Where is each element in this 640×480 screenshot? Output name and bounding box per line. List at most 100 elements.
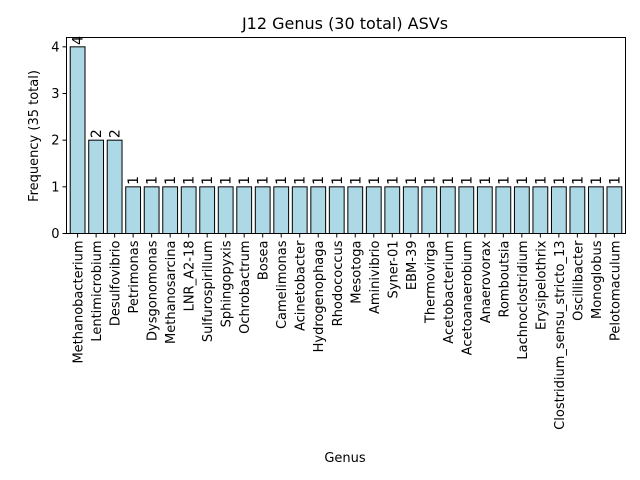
bar bbox=[421, 186, 438, 234]
x-tick-label: LNR_A2-18 bbox=[183, 241, 198, 312]
bar bbox=[217, 186, 234, 234]
bar-value-label: 1 bbox=[145, 176, 161, 185]
bar-value-label: 1 bbox=[126, 176, 142, 185]
bar-value-label: 1 bbox=[330, 176, 346, 185]
x-tick-label: Petrimonas bbox=[127, 240, 142, 313]
x-tick-label: Methanobacterium bbox=[72, 241, 87, 364]
x-tick-label: Hydrogenophaga bbox=[312, 241, 327, 353]
bar-value-label: 1 bbox=[607, 176, 623, 185]
bar bbox=[254, 186, 271, 234]
y-tick-label: 1 bbox=[51, 180, 59, 195]
x-axis-ticks: Methanobacterium Lentimicrobium Desulfovib… bbox=[72, 233, 623, 430]
y-axis-ticks: 0 1 2 3 4 bbox=[51, 40, 67, 242]
bar bbox=[402, 186, 419, 234]
bar bbox=[476, 186, 493, 234]
x-tick-label: Erysipelothrix bbox=[534, 240, 549, 330]
bar-value-label: 1 bbox=[496, 176, 512, 185]
bar-value-label: 1 bbox=[367, 176, 383, 185]
bars-group bbox=[69, 46, 623, 234]
x-tick-label: Lachnoclostridium bbox=[516, 241, 531, 360]
x-tick-label: Sulfurospirillum bbox=[201, 241, 216, 343]
bar-value-label: 1 bbox=[237, 176, 253, 185]
bar bbox=[162, 186, 179, 234]
bar-value-label: 1 bbox=[274, 176, 290, 185]
bar-value-label: 1 bbox=[163, 176, 179, 185]
x-tick-label: Bosea bbox=[257, 241, 272, 281]
bar-value-label: 1 bbox=[404, 176, 420, 185]
bar bbox=[587, 186, 604, 234]
bar bbox=[106, 139, 123, 234]
plot-frame bbox=[66, 37, 626, 234]
bar-labels-group: 42 21 1 1 1 1 1 1 1 1 1 1 1 1 1 1 1 1 1 1 1 1 1 1 1 1 1 1 bbox=[71, 36, 624, 185]
x-tick-label: Romboutsia bbox=[497, 241, 512, 318]
bar bbox=[550, 186, 567, 234]
bar-value-label: 4 bbox=[71, 36, 87, 45]
bar bbox=[291, 186, 308, 234]
bar bbox=[125, 186, 142, 234]
bar bbox=[384, 186, 401, 234]
x-tick-label: EBM-39 bbox=[405, 241, 420, 291]
bar-value-label: 2 bbox=[89, 129, 105, 138]
x-tick-label: Anaerovorax bbox=[479, 240, 494, 323]
x-tick-label: Lentimicrobium bbox=[90, 241, 105, 342]
x-tick-label: Ochrobactrum bbox=[238, 241, 253, 334]
bar bbox=[310, 186, 327, 234]
x-tick-label: Monoglobus bbox=[590, 240, 605, 319]
bar-value-label: 2 bbox=[108, 129, 124, 138]
bar bbox=[199, 186, 216, 234]
bar bbox=[495, 186, 512, 234]
bar-value-label: 1 bbox=[441, 176, 457, 185]
bar bbox=[88, 139, 105, 234]
bar bbox=[347, 186, 364, 234]
bar bbox=[143, 186, 160, 234]
bar bbox=[458, 186, 475, 234]
y-tick-label: 0 bbox=[51, 227, 59, 242]
bar bbox=[439, 186, 456, 234]
x-tick-label: Oscillibacter bbox=[571, 240, 586, 321]
bar bbox=[365, 186, 382, 234]
bar-value-label: 1 bbox=[533, 176, 549, 185]
bar-value-label: 1 bbox=[552, 176, 568, 185]
bar bbox=[328, 186, 345, 234]
y-tick-label: 3 bbox=[51, 87, 59, 102]
bar-value-label: 1 bbox=[293, 176, 309, 185]
x-tick-label: Acinetobacter bbox=[294, 240, 309, 331]
x-tick-label: Thermovirga bbox=[423, 241, 438, 325]
y-tick-label: 2 bbox=[51, 134, 59, 149]
bar-value-label: 1 bbox=[515, 176, 531, 185]
x-tick-label: Acetobacterium bbox=[442, 241, 457, 344]
bar bbox=[236, 186, 253, 234]
x-tick-label: Methanosarcina bbox=[164, 241, 179, 344]
bar bbox=[532, 186, 549, 234]
x-tick-label: Aminivibrio bbox=[368, 240, 383, 314]
bar bbox=[606, 186, 623, 234]
bar-value-label: 1 bbox=[219, 176, 235, 185]
chart-title: J12 Genus (30 total) ASVs bbox=[241, 14, 448, 33]
bar-value-label: 1 bbox=[311, 176, 327, 185]
x-tick-label: Syner-01 bbox=[386, 241, 401, 299]
bar bbox=[180, 186, 197, 234]
bar-value-label: 1 bbox=[385, 176, 401, 185]
bar-value-label: 1 bbox=[570, 176, 586, 185]
x-tick-label: Camelimonas bbox=[275, 240, 290, 329]
bar-value-label: 1 bbox=[478, 176, 494, 185]
x-tick-label: Pelotomaculum bbox=[608, 241, 623, 342]
bar-value-label: 1 bbox=[200, 176, 216, 185]
bar-value-label: 1 bbox=[256, 176, 272, 185]
bar-value-label: 1 bbox=[589, 176, 605, 185]
x-axis-label: Genus bbox=[324, 451, 366, 466]
x-tick-label: Rhodococcus bbox=[331, 240, 346, 326]
bar bbox=[513, 186, 530, 234]
bar bbox=[69, 46, 86, 234]
bar-value-label: 1 bbox=[182, 176, 198, 185]
y-axis-label: Frequency (35 total) bbox=[27, 70, 42, 202]
bar bbox=[569, 186, 586, 234]
y-tick-label: 4 bbox=[51, 40, 59, 55]
x-tick-label: Mesotoga bbox=[349, 241, 364, 304]
bar-value-label: 1 bbox=[459, 176, 475, 185]
x-tick-label: Clostridium_sensu_stricto_13 bbox=[553, 241, 568, 430]
x-tick-label: Dysgonomonas bbox=[146, 240, 161, 341]
x-tick-label: Acetoanaerobium bbox=[460, 241, 475, 356]
bar-value-label: 1 bbox=[422, 176, 438, 185]
